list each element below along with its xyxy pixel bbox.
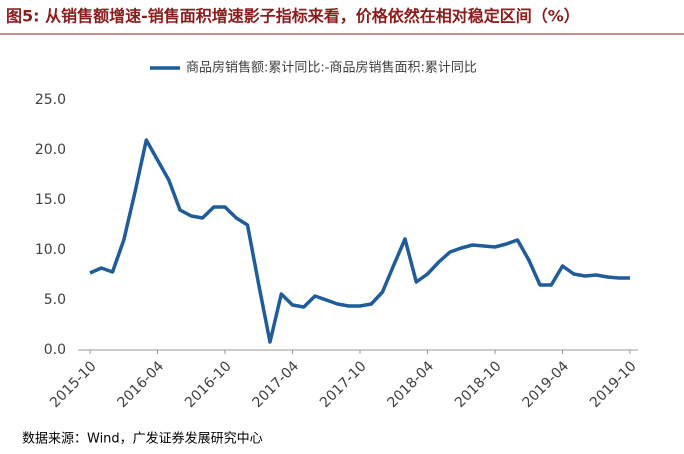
x-tick-label: 2016-10 (182, 358, 235, 411)
x-tick-label: 2018-10 (452, 358, 505, 411)
x-tick-label: 2016-04 (114, 358, 167, 411)
y-tick-label: 10.0 (35, 242, 66, 258)
y-tick-label: 0.0 (44, 342, 66, 358)
x-tick-label: 2018-04 (384, 358, 437, 411)
chart-title: 图5: 从销售额增速-销售面积增速影子指标来看，价格依然在相对稳定区间（%） (6, 7, 580, 26)
y-tick-label: 15.0 (35, 192, 66, 208)
x-tick-label: 2019-10 (587, 358, 640, 411)
source-note: 数据来源：Wind，广发证券发展研究中心 (22, 431, 263, 447)
y-tick-label: 25.0 (35, 92, 66, 108)
data-line (89, 138, 630, 344)
x-tick-label: 2019-04 (519, 358, 572, 411)
y-tick-label: 20.0 (35, 142, 66, 158)
legend-label: 商品房销售额:累计同比:-商品房销售面积:累计同比 (186, 60, 477, 76)
y-tick-label: 5.0 (44, 292, 66, 308)
x-tick-label: 2017-10 (317, 358, 370, 411)
x-tick-label: 2017-04 (249, 358, 302, 411)
x-tick-label: 2015-10 (47, 358, 100, 411)
